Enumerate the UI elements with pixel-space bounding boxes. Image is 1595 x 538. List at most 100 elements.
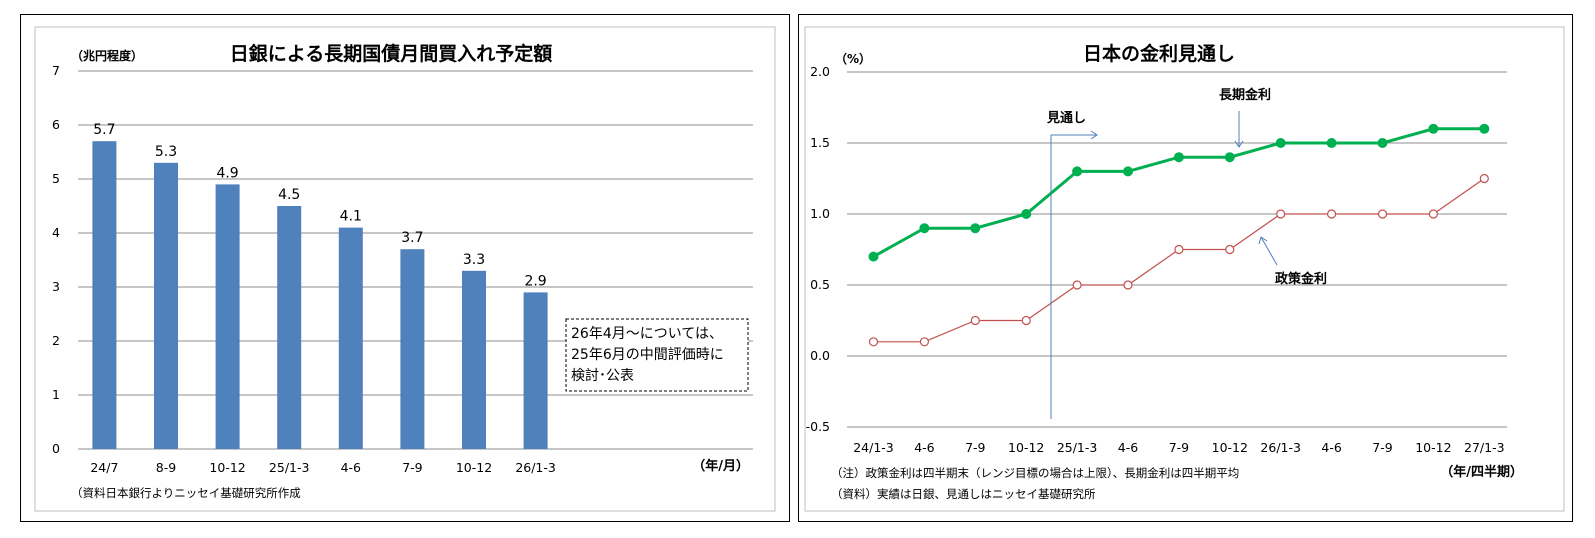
- y-tick-label: 1.0: [810, 206, 830, 221]
- y-tick-label: 1.5: [810, 135, 830, 150]
- x-tick-label: 10-12: [1415, 440, 1451, 455]
- x-tick-label: 10-12: [456, 460, 492, 475]
- plot-frame: [804, 26, 1565, 512]
- x-tick-label: 7-9: [1169, 440, 1189, 455]
- x-tick-label: 4-6: [1321, 440, 1341, 455]
- y-tick-label: 1: [52, 387, 60, 402]
- x-unit-label: （年/四半期）: [1440, 464, 1523, 480]
- bar: [277, 206, 302, 449]
- policy-rate-point: [1174, 244, 1184, 255]
- long-term-rate-point: [1275, 138, 1286, 148]
- forecast-arrow-head-icon: [1090, 130, 1098, 140]
- y-tick-label: 0.0: [810, 348, 830, 363]
- chart-title: 日銀による長期国債月間買入れ予定額: [230, 42, 552, 65]
- source-note: （資料日本銀行よりニッセイ基礎研究所作成: [71, 486, 301, 500]
- long-term-rate-point: [868, 251, 879, 262]
- y-tick-label: 2: [52, 333, 60, 348]
- x-tick-label: 26/1-3: [1260, 440, 1301, 455]
- x-tick-label: 24/1-3: [853, 440, 894, 455]
- x-tick-label: 25/1-3: [1057, 440, 1098, 455]
- long-term-rate-point: [1123, 166, 1133, 177]
- x-tick-label: 24/7: [90, 460, 118, 475]
- bar-value-label: 5.3: [155, 144, 177, 160]
- y-unit-label: （%）: [835, 51, 871, 66]
- annotation-line-3: 検討･公表: [571, 368, 634, 384]
- bar: [523, 292, 548, 449]
- policy-rate-label: 政策金利: [1275, 271, 1327, 287]
- annotation-line-2: 25年6月の中間評価時に: [571, 347, 724, 363]
- policy-rate-point: [970, 315, 980, 326]
- long-term-rate-point: [970, 223, 981, 234]
- bond-purchase-chart: 日銀による長期国債月間買入れ予定額 （兆円程度） （年/月） （資料日本銀行より…: [34, 26, 776, 512]
- interest-rate-chart: 日本の金利見通し （%） （年/四半期） （注）政策金利は四半期末（レンジ目標の…: [804, 26, 1565, 512]
- note-1: （注）政策金利は四半期末（レンジ目標の場合は上限）、長期金利は四半期平均: [831, 466, 1239, 480]
- bar-value-label: 4.1: [340, 209, 362, 225]
- annotation-box: [565, 318, 749, 392]
- bar-value-label: 5.7: [93, 122, 115, 138]
- bar-value-label: 3.3: [463, 252, 485, 268]
- policy-arrow-head-icon: [1258, 236, 1268, 245]
- x-tick-label: 4-6: [914, 440, 934, 455]
- long-term-rate-point: [1326, 138, 1337, 148]
- bar: [92, 141, 117, 449]
- x-tick-label: 10-12: [1008, 440, 1044, 455]
- bar-value-label: 4.9: [216, 165, 238, 181]
- forecast-label: 見通し: [1046, 110, 1086, 126]
- policy-rate-line: [873, 178, 1485, 343]
- y-tick-label: 2.0: [810, 64, 830, 79]
- long-term-rate-point: [1021, 209, 1032, 219]
- chart-title: 日本の金利見通し: [1083, 42, 1235, 65]
- policy-rate-point: [1326, 209, 1337, 219]
- bar: [154, 162, 178, 450]
- policy-rate-point: [1123, 280, 1133, 290]
- bar-value-label: 2.9: [524, 273, 546, 289]
- annotation-line-1: 26年4月～については、: [571, 326, 723, 342]
- bar: [215, 184, 240, 449]
- x-tick-label: 8-9: [156, 460, 176, 475]
- y-tick-label: 4: [52, 225, 60, 240]
- y-tick-label: 3: [52, 279, 60, 294]
- long-term-rate-point: [1224, 152, 1235, 163]
- long-term-rate-point: [1072, 166, 1083, 177]
- policy-rate-point: [1021, 315, 1031, 326]
- x-tick-label: 10-12: [209, 460, 245, 475]
- policy-rate-point: [1072, 280, 1082, 290]
- policy-rate-point: [868, 337, 879, 347]
- long-term-rate-point: [1173, 152, 1184, 163]
- bar: [462, 270, 486, 449]
- y-tick-label: 5: [52, 171, 60, 186]
- x-tick-label: 27/1-3: [1464, 440, 1505, 455]
- plot-frame: [34, 26, 776, 512]
- long-term-rate-line: [872, 127, 1485, 258]
- bar: [400, 249, 425, 449]
- x-tick-label: 25/1-3: [269, 460, 310, 475]
- y-tick-label: 0: [52, 441, 60, 456]
- long-term-rate-point: [1377, 138, 1388, 148]
- x-tick-label: 7-9: [402, 460, 422, 475]
- policy-rate-point: [919, 337, 930, 347]
- policy-rate-pointer: [1260, 236, 1278, 266]
- x-tick-label: 26/1-3: [515, 460, 556, 475]
- x-tick-label: 7-9: [965, 440, 985, 455]
- y-tick-label: 6: [52, 117, 60, 132]
- x-tick-label: 7-9: [1372, 440, 1392, 455]
- policy-rate-point: [1428, 209, 1439, 219]
- long-term-arrow-head-icon: [1234, 140, 1244, 148]
- y-tick-label: -0.5: [806, 419, 830, 434]
- y-tick-label: 7: [52, 63, 60, 78]
- note-2: （資料）実績は日銀、見通しはニッセイ基礎研究所: [831, 487, 1096, 501]
- long-term-rate-point: [1479, 123, 1490, 134]
- long-term-rate-point: [1428, 123, 1439, 134]
- bar-value-label: 4.5: [278, 187, 300, 203]
- policy-rate-point: [1225, 244, 1235, 255]
- bond-purchase-chart-panel: 日銀による長期国債月間買入れ予定額 （兆円程度） （年/月） （資料日本銀行より…: [20, 14, 790, 522]
- bar: [338, 227, 363, 449]
- x-tick-label: 4-6: [1118, 440, 1138, 455]
- y-tick-label: 0.5: [810, 277, 830, 292]
- y-unit-label: （兆円程度）: [71, 48, 143, 63]
- x-tick-label: 4-6: [341, 460, 361, 475]
- long-term-rate-label: 長期金利: [1219, 87, 1271, 103]
- policy-rate-point: [1276, 209, 1286, 219]
- policy-rate-point: [1479, 173, 1489, 184]
- policy-rate-point: [1377, 209, 1388, 219]
